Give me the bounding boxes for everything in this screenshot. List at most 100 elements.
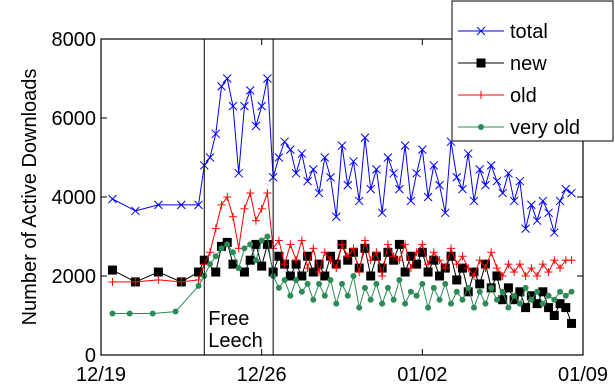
data-point-dot xyxy=(465,284,472,291)
data-point-dot xyxy=(316,280,323,287)
data-point-x xyxy=(423,192,433,202)
data-point-dot xyxy=(241,245,248,252)
data-point-plus xyxy=(297,236,306,245)
x-tick-label: 01/02 xyxy=(397,364,447,385)
data-point-x xyxy=(549,228,559,237)
data-point-x xyxy=(567,188,576,198)
data-point-plus xyxy=(177,277,186,286)
data-point-dot xyxy=(516,300,523,307)
data-point-plus xyxy=(349,244,358,253)
data-point-square xyxy=(498,295,508,305)
data-point-dot xyxy=(511,292,518,299)
data-point-dot xyxy=(390,296,397,303)
data-point-dot xyxy=(275,284,282,291)
data-point-x xyxy=(286,145,295,154)
data-point-square xyxy=(211,267,221,277)
data-point-dot xyxy=(545,292,552,299)
data-point-x xyxy=(504,168,513,178)
data-point-plus xyxy=(211,224,220,233)
data-point-dot xyxy=(505,304,512,311)
data-point-dot xyxy=(304,280,311,287)
data-point-plus xyxy=(274,236,283,245)
data-point-plus xyxy=(406,264,415,273)
data-point-dot xyxy=(367,296,374,303)
data-point-plus xyxy=(372,248,381,257)
data-point-dot xyxy=(478,124,484,130)
legend-label: total xyxy=(510,21,548,43)
data-point-x xyxy=(251,121,261,131)
data-point-x xyxy=(521,224,530,233)
data-point-plus xyxy=(429,248,438,257)
data-point-square xyxy=(446,251,456,261)
data-point-x xyxy=(131,206,140,216)
legend-item-total: total xyxy=(458,21,548,43)
data-point-plus xyxy=(257,204,266,213)
data-point-plus xyxy=(447,244,456,253)
data-point-dot xyxy=(229,249,236,256)
legend-item-new: new xyxy=(458,53,547,75)
data-point-dot xyxy=(488,284,495,291)
data-point-x xyxy=(481,180,490,190)
data-point-square xyxy=(308,267,318,277)
data-point-plus xyxy=(487,248,496,257)
data-point-square xyxy=(394,239,404,249)
data-point-dot xyxy=(235,265,242,272)
data-point-plus xyxy=(533,272,542,280)
data-point-dot xyxy=(126,310,133,317)
data-point-x xyxy=(154,200,163,210)
data-point-square xyxy=(463,287,473,297)
data-point-x xyxy=(532,216,542,226)
data-point-plus xyxy=(441,264,450,273)
data-point-plus xyxy=(332,264,341,273)
data-point-square xyxy=(526,291,536,301)
data-point-dot xyxy=(419,280,426,287)
data-point-x xyxy=(515,176,525,186)
data-point-dot xyxy=(172,308,179,315)
y-tick-label: 4000 xyxy=(52,187,97,209)
data-point-x xyxy=(228,101,238,111)
data-point-plus xyxy=(240,204,249,213)
data-point-dot xyxy=(252,257,259,264)
data-point-plus xyxy=(481,264,490,273)
data-point-plus xyxy=(550,256,559,265)
legend: total new old very old xyxy=(451,0,614,142)
data-point-square xyxy=(274,251,284,261)
data-point-x xyxy=(476,26,486,36)
data-point-plus xyxy=(154,275,163,284)
data-point-x xyxy=(475,164,485,174)
data-point-dot xyxy=(476,288,483,295)
data-point-dot xyxy=(298,288,305,295)
data-point-plus xyxy=(234,244,243,253)
data-point-square xyxy=(314,259,324,269)
data-point-dot xyxy=(350,273,357,279)
data-point-dot xyxy=(373,280,380,287)
data-point-dot xyxy=(281,276,288,283)
data-point-plus xyxy=(303,264,312,273)
data-point-x xyxy=(486,161,496,170)
data-point-square xyxy=(521,303,531,313)
data-point-plus xyxy=(360,236,369,245)
y-axis-label: Number of Active Downloads xyxy=(19,69,41,326)
legend-label: new xyxy=(510,53,547,75)
data-point-square xyxy=(245,255,255,265)
data-point-plus xyxy=(131,277,140,286)
data-point-dot xyxy=(551,296,558,303)
data-point-plus xyxy=(326,256,335,265)
data-point-square xyxy=(239,267,249,277)
data-point-dot xyxy=(293,276,300,283)
data-point-x xyxy=(360,133,370,143)
data-point-square xyxy=(423,267,433,277)
data-point-x xyxy=(291,168,301,178)
data-point-plus xyxy=(412,248,421,257)
data-point-plus xyxy=(435,256,444,265)
data-point-x xyxy=(383,153,393,162)
data-point-x xyxy=(429,161,439,170)
data-point-x xyxy=(240,101,249,111)
data-point-dot xyxy=(344,292,351,299)
y-tick-label: 6000 xyxy=(52,108,97,130)
data-point-dot xyxy=(448,300,455,307)
legend-box xyxy=(451,0,614,142)
series-very-old xyxy=(109,233,575,317)
